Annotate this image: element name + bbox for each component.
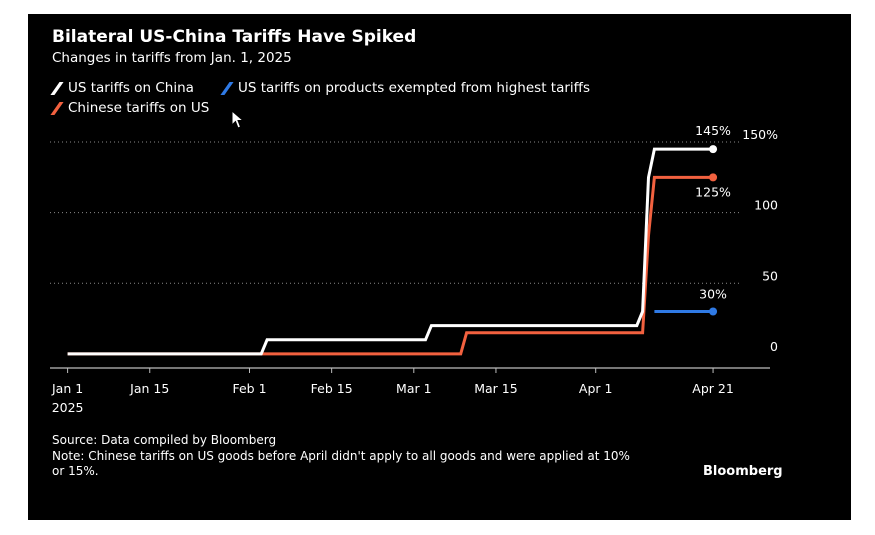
y-tick-label: 150%: [742, 127, 778, 142]
y-tick-label: 0: [770, 339, 778, 354]
data-label: 145%: [695, 123, 731, 138]
data-label: 30%: [699, 287, 727, 302]
x-tick-label: Jan 15: [129, 381, 169, 396]
legend-item-us-tariffs: US tariffs on China: [50, 80, 194, 96]
legend-label: Chinese tariffs on US: [68, 100, 210, 116]
series-end-point: [709, 145, 718, 154]
series-line: [67, 147, 714, 356]
data-label: 125%: [695, 184, 731, 199]
series-line: [67, 175, 714, 356]
mouse-cursor-icon: [231, 110, 245, 129]
x-tick-label: Feb 15: [311, 381, 353, 396]
legend-item-chinese-tariffs: Chinese tariffs on US: [50, 100, 210, 116]
x-tick-label: Apr 21: [692, 381, 734, 396]
x-tick-label: Feb 1: [232, 381, 266, 396]
legend-label: US tariffs on products exempted from hig…: [238, 80, 590, 96]
legend-item-exempted: US tariffs on products exempted from hig…: [220, 80, 590, 96]
legend-label: US tariffs on China: [68, 80, 194, 96]
y-tick-label: 100: [754, 198, 778, 213]
x-tick-label: Mar 1: [396, 381, 432, 396]
chart-title: Bilateral US-China Tariffs Have Spiked: [52, 27, 417, 47]
footnote: Note: Chinese tariffs on US goods before…: [52, 449, 630, 478]
series-end-point: [709, 173, 718, 182]
x-tick-label: Jan 1: [51, 381, 83, 396]
x-tick-label: Mar 15: [474, 381, 517, 396]
x-tick-label: Apr 1: [579, 381, 613, 396]
brand-logo-text: Bloomberg: [703, 464, 783, 479]
chart-frame: [28, 14, 851, 520]
y-tick-label: 50: [762, 268, 778, 283]
x-tick-sublabel: 2025: [52, 400, 84, 415]
source-note: Source: Data compiled by Bloomberg: [52, 433, 277, 447]
series-end-point: [709, 307, 718, 316]
chart-subtitle: Changes in tariffs from Jan. 1, 2025: [52, 50, 292, 66]
